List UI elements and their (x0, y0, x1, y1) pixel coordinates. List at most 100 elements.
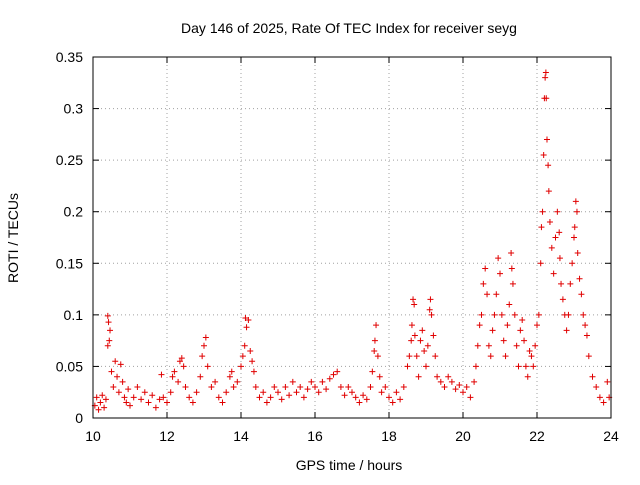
data-point (252, 384, 259, 391)
data-point (491, 311, 498, 318)
data-point (524, 373, 531, 380)
data-point (526, 347, 533, 354)
data-point (199, 353, 206, 360)
data-point (406, 353, 413, 360)
data-point (107, 327, 114, 334)
data-point (304, 386, 311, 393)
data-point (543, 95, 550, 102)
data-point (546, 219, 553, 226)
data-point (234, 378, 241, 385)
data-point (426, 306, 433, 313)
data-point (123, 399, 130, 406)
data-point (352, 394, 359, 401)
data-point (208, 384, 215, 391)
data-point (106, 337, 113, 344)
data-point (334, 368, 341, 375)
data-point (243, 324, 250, 331)
data-point (219, 399, 226, 406)
y-tick-label: 0.2 (64, 204, 84, 220)
data-point (201, 342, 207, 349)
data-point (542, 74, 549, 81)
data-point (297, 384, 304, 391)
x-tick-label: 20 (455, 428, 471, 444)
data-point (367, 384, 374, 391)
data-point (542, 69, 549, 76)
data-point (378, 389, 385, 396)
data-point (434, 373, 441, 380)
data-point (576, 275, 583, 282)
data-point (563, 327, 570, 334)
data-point (508, 265, 515, 272)
data-point (226, 373, 233, 380)
data-point (112, 358, 119, 365)
data-point (519, 317, 526, 324)
data-point (286, 392, 293, 399)
y-tick-labels: 0 0.05 0.1 0.15 0.2 0.25 0.3 0.35 (56, 49, 83, 426)
data-point (104, 312, 111, 319)
data-point (545, 162, 552, 169)
data-point (176, 358, 183, 365)
data-point (193, 389, 200, 396)
data-point (149, 392, 156, 399)
data-point (500, 337, 507, 344)
data-point (445, 373, 452, 380)
data-point (485, 342, 492, 349)
data-point (230, 384, 237, 391)
data-point (535, 311, 542, 318)
data-point (441, 384, 448, 391)
data-point (493, 291, 500, 298)
data-point (239, 353, 246, 360)
data-point (345, 384, 352, 391)
data-point (337, 384, 344, 391)
y-tick-label: 0 (75, 410, 83, 426)
y-tick-label: 0.25 (56, 152, 83, 168)
y-tick-label: 0.3 (64, 101, 84, 117)
data-point (582, 322, 589, 329)
data-point (245, 317, 252, 324)
data-point (537, 260, 544, 267)
data-point (180, 363, 187, 370)
data-point (498, 311, 505, 318)
data-point (400, 384, 407, 391)
plot-frame (92, 56, 612, 419)
data-point (238, 363, 244, 370)
data-point (423, 363, 429, 370)
data-point (460, 389, 466, 396)
data-point (349, 389, 355, 396)
data-point (312, 384, 318, 391)
data-point (138, 396, 145, 403)
data-point (448, 378, 455, 385)
data-point (593, 384, 600, 391)
data-point (102, 396, 109, 403)
data-point (583, 332, 590, 339)
data-point (552, 234, 559, 241)
data-point (256, 394, 263, 401)
data-point (571, 224, 578, 231)
data-point (565, 311, 572, 318)
x-tick-label: 22 (529, 428, 545, 444)
data-point (119, 378, 126, 385)
data-point (271, 384, 278, 391)
data-point (130, 394, 137, 401)
data-point (428, 311, 435, 318)
data-point (545, 188, 552, 195)
data-point (567, 280, 574, 287)
data-point (532, 342, 539, 349)
data-point (556, 255, 563, 262)
data-point (127, 402, 133, 409)
data-point (152, 404, 159, 411)
x-tick-label: 12 (159, 428, 175, 444)
data-point (197, 373, 204, 380)
data-point (373, 322, 380, 329)
data-point (600, 399, 607, 406)
data-point (125, 386, 132, 393)
data-point (456, 381, 463, 388)
data-point (204, 363, 211, 370)
data-point (104, 342, 111, 349)
data-point (371, 337, 378, 344)
data-point (169, 373, 176, 380)
data-point (315, 389, 322, 396)
data-point (289, 378, 296, 385)
y-tick-label: 0.35 (56, 49, 83, 65)
data-point (538, 224, 545, 231)
